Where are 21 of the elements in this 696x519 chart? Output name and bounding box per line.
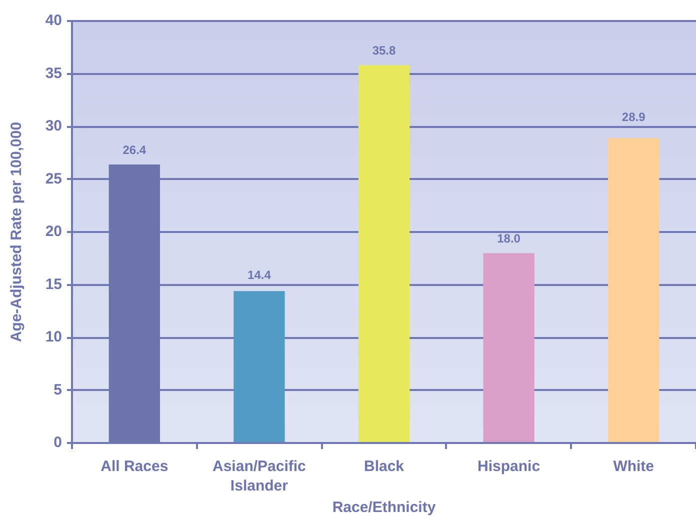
x-tick-label: Hispanic — [478, 458, 540, 475]
y-tick-label: 25 — [45, 170, 62, 188]
y-axis-title: Age-Adjusted Rate per 100,000 — [8, 122, 26, 342]
data-label: 18.0 — [497, 231, 521, 246]
x-tick-label: Asian/Pacific Islander — [212, 458, 306, 494]
y-tick-label: 30 — [45, 118, 62, 135]
x-axis-title: Race/Ethnicity — [332, 499, 436, 516]
data-label: 35.8 — [372, 44, 396, 58]
y-tick-label: 10 — [45, 328, 62, 346]
data-label: 28.9 — [622, 110, 646, 124]
y-tick-label: 5 — [54, 381, 62, 398]
x-tick-label: All Races — [100, 458, 168, 475]
x-tick-label: White — [613, 458, 654, 475]
y-tick-label: 0 — [54, 434, 62, 452]
x-tick-label: Black — [364, 458, 405, 475]
y-tick-label: 35 — [45, 64, 62, 82]
data-label: 14.4 — [248, 268, 272, 282]
data-label: 26.4 — [122, 142, 146, 157]
y-tick-label: 40 — [45, 12, 62, 30]
y-tick-label: 15 — [45, 276, 62, 293]
y-tick-label: 20 — [45, 223, 62, 240]
